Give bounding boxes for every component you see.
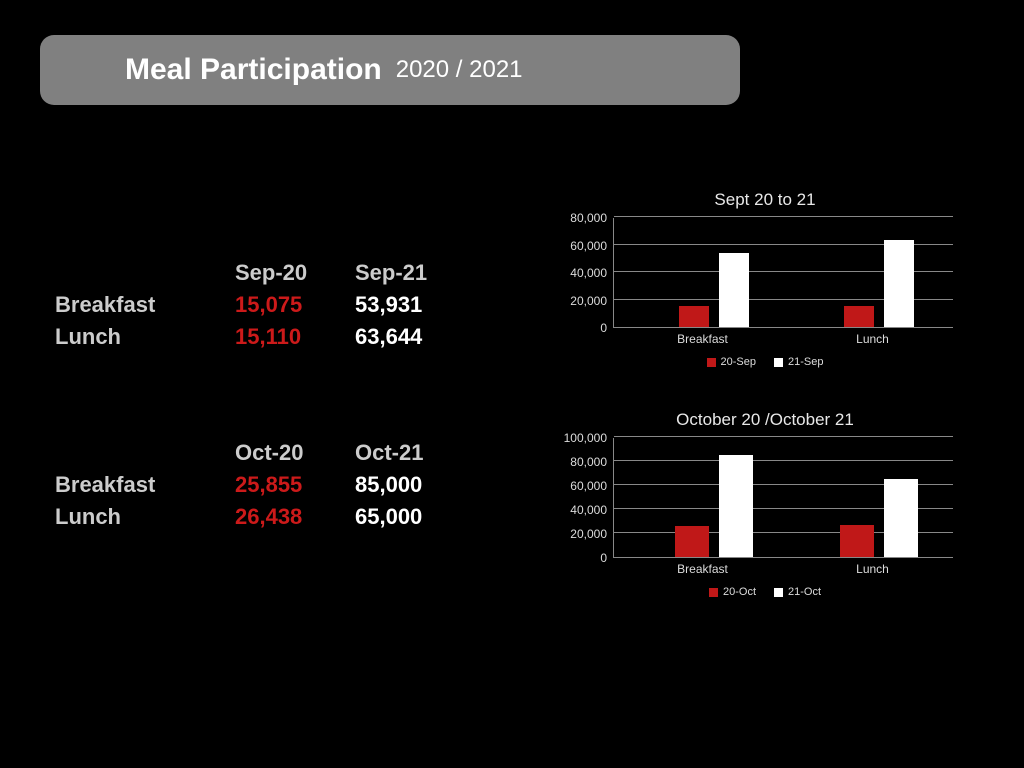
legend-label: 21-Oct	[788, 586, 821, 598]
bar	[719, 455, 753, 557]
legend-swatch-icon	[709, 588, 718, 597]
legend-label: 21-Sep	[788, 356, 823, 368]
legend-item: 20-Sep	[707, 356, 756, 368]
col-header-sep20: Sep-20	[235, 260, 355, 286]
cell-value: 85,000	[355, 472, 475, 498]
oct-table: Oct-20 Oct-21 Breakfast 25,855 85,000 Lu…	[55, 440, 475, 536]
col-header-sep21: Sep-21	[355, 260, 475, 286]
legend-item: 20-Oct	[709, 586, 756, 598]
title-bar: Meal Participation 2020 / 2021	[40, 35, 740, 105]
table-header-row: Sep-20 Sep-21	[55, 260, 475, 286]
ytick-label: 0	[600, 321, 607, 335]
ytick-label: 60,000	[570, 479, 607, 493]
bar	[884, 240, 914, 328]
chart-legend: 20-Oct 21-Oct	[555, 586, 975, 598]
table-row: Lunch 26,438 65,000	[55, 504, 475, 530]
chart-yaxis: 020,00040,00060,00080,000100,000	[555, 438, 613, 558]
ytick-label: 40,000	[570, 266, 607, 280]
ytick-label: 80,000	[570, 455, 607, 469]
bar	[840, 525, 874, 557]
chart-plot-wrap: 020,00040,00060,00080,000100,000	[555, 438, 975, 558]
chart-plot-wrap: 020,00040,00060,00080,000	[555, 218, 975, 328]
chart-legend: 20-Sep 21-Sep	[555, 356, 975, 368]
bar	[679, 306, 709, 327]
row-label: Breakfast	[55, 472, 235, 498]
chart-xlabels: Breakfast Lunch	[613, 562, 953, 576]
legend-label: 20-Sep	[721, 356, 756, 368]
table-row: Breakfast 25,855 85,000	[55, 472, 475, 498]
gridline	[614, 216, 953, 217]
cell-value: 53,931	[355, 292, 475, 318]
chart-plot-area	[613, 438, 953, 558]
chart-xlabels: Breakfast Lunch	[613, 332, 953, 346]
col-header-oct20: Oct-20	[235, 440, 355, 466]
gridline	[614, 436, 953, 437]
bar	[675, 526, 709, 557]
chart-title: October 20 /October 21	[555, 410, 975, 430]
ytick-label: 20,000	[570, 294, 607, 308]
xlabel: Breakfast	[677, 562, 728, 576]
sept-table: Sep-20 Sep-21 Breakfast 15,075 53,931 Lu…	[55, 260, 475, 356]
xlabel: Breakfast	[677, 332, 728, 346]
chart-plot-area	[613, 218, 953, 328]
chart-yaxis: 020,00040,00060,00080,000	[555, 218, 613, 328]
legend-label: 20-Oct	[723, 586, 756, 598]
row-label: Lunch	[55, 324, 235, 350]
bar	[719, 253, 749, 327]
bar	[844, 306, 874, 327]
ytick-label: 80,000	[570, 211, 607, 225]
row-label: Lunch	[55, 504, 235, 530]
xlabel: Lunch	[856, 562, 889, 576]
ytick-label: 40,000	[570, 503, 607, 517]
legend-swatch-icon	[774, 358, 783, 367]
ytick-label: 20,000	[570, 527, 607, 541]
table-row: Breakfast 15,075 53,931	[55, 292, 475, 318]
cell-value: 15,110	[235, 324, 355, 350]
legend-swatch-icon	[774, 588, 783, 597]
page-title: Meal Participation	[125, 53, 382, 87]
oct-chart: October 20 /October 21 0 20,000 40,000 60,0…	[555, 410, 975, 598]
table-header-row: Oct-20 Oct-21	[55, 440, 475, 466]
cell-value: 65,000	[355, 504, 475, 530]
ytick-label: 0	[600, 551, 607, 565]
legend-item: 21-Oct	[774, 586, 821, 598]
ytick-label: 100,000	[564, 431, 607, 445]
gridline	[614, 460, 953, 461]
ytick-label: 60,000	[570, 239, 607, 253]
cell-value: 15,075	[235, 292, 355, 318]
table-row: Lunch 15,110 63,644	[55, 324, 475, 350]
chart-title: Sept 20 to 21	[555, 190, 975, 210]
cell-value: 63,644	[355, 324, 475, 350]
col-header-oct21: Oct-21	[355, 440, 475, 466]
legend-swatch-icon	[707, 358, 716, 367]
page-subtitle: 2020 / 2021	[396, 56, 523, 84]
cell-value: 25,855	[235, 472, 355, 498]
legend-item: 21-Sep	[774, 356, 823, 368]
cell-value: 26,438	[235, 504, 355, 530]
sept-chart: Sept 20 to 21 020,00040,00060,00080,000 …	[555, 190, 975, 368]
bar	[884, 479, 918, 557]
xlabel: Lunch	[856, 332, 889, 346]
row-label: Breakfast	[55, 292, 235, 318]
